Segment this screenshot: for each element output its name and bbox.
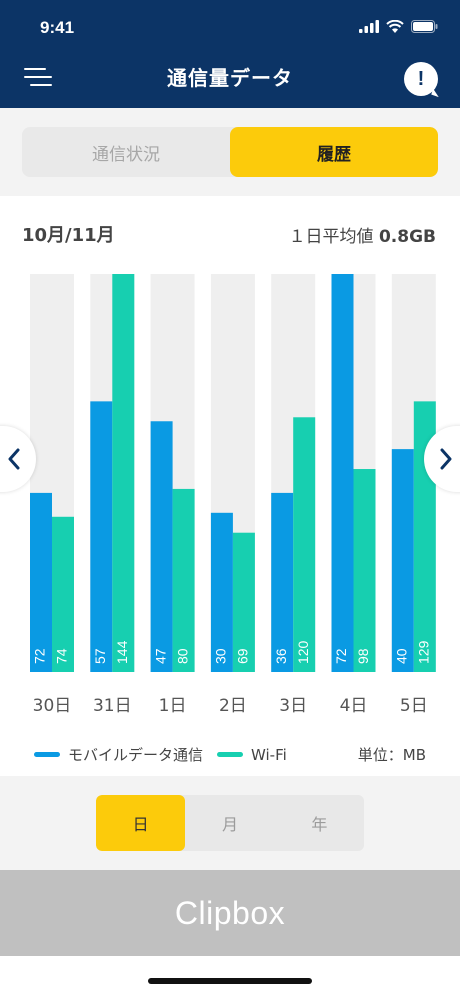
signal-icon [359, 20, 379, 33]
period-tab-month[interactable]: 月 [221, 815, 238, 834]
bar-value-label-mobile: 36 [273, 648, 289, 664]
bar-value-label-wifi: 120 [295, 640, 311, 664]
daily-average: １日平均値 0.8GB [289, 222, 436, 247]
tab-area: 通信状況 履歴 [0, 108, 460, 196]
bar-value-label-mobile: 72 [333, 648, 349, 664]
bar-wifi [52, 516, 74, 672]
bar-value-label-mobile: 72 [32, 648, 48, 664]
battery-icon [411, 20, 438, 33]
chevron-right-icon [440, 448, 452, 470]
bar-value-label-mobile: 40 [394, 648, 410, 664]
daily-average-value: 0.8GB [378, 227, 436, 247]
bar-value-label-wifi: 69 [235, 648, 251, 664]
page-title: 通信量データ [167, 66, 293, 90]
legend-item-mobile: モバイルデータ通信 [34, 744, 203, 765]
bar-wifi [112, 274, 135, 672]
tab-status[interactable]: 通信状況 [92, 144, 160, 165]
bar-wifi [293, 417, 316, 672]
period-tab-day[interactable]: 日 [96, 795, 186, 851]
x-tick-label: 30日 [33, 696, 72, 716]
tab-bar: 通信状況 履歴 [22, 127, 438, 177]
help-button[interactable]: ! [404, 62, 438, 96]
bar-value-label-mobile: 47 [152, 648, 168, 664]
bar-wifi [353, 469, 376, 672]
bar-mobile [30, 492, 52, 672]
legend-swatch-mobile [34, 752, 60, 757]
tab-history[interactable]: 履歴 [230, 127, 438, 177]
bar-wifi [232, 532, 255, 672]
bar-mobile [210, 512, 233, 672]
unit-label: 単位：MB [357, 746, 426, 764]
period-selector-area: 日 月 年 [0, 776, 460, 870]
ad-banner-text: Clipbox [174, 894, 286, 931]
x-tick-label: 2日 [219, 696, 247, 716]
legend-label-mobile: モバイルデータ通信 [68, 746, 204, 764]
bar-mobile [150, 421, 173, 672]
period-selector: 日 月 年 [96, 795, 364, 851]
chevron-left-icon [8, 448, 20, 470]
legend-swatch-wifi [217, 752, 244, 757]
bar-value-label-wifi: 74 [54, 648, 70, 664]
exclamation-icon: ! [417, 67, 425, 90]
bar-value-label-wifi: 98 [355, 648, 371, 664]
bar-value-label-mobile: 30 [213, 648, 229, 664]
x-tick-label: 31日 [93, 696, 132, 716]
x-tick-label: 3日 [279, 696, 307, 716]
menu-line [24, 68, 46, 70]
bar-value-label-mobile: 57 [92, 648, 108, 664]
legend-label-wifi: Wi-Fi [251, 745, 287, 764]
app-header: 9:41 通信量データ ! [0, 0, 460, 108]
home-indicator-area [0, 956, 460, 996]
bar-value-label-wifi: 80 [174, 648, 190, 664]
legend-item-wifi: Wi-Fi [217, 746, 287, 764]
bar-wifi [172, 488, 195, 672]
wifi-icon [386, 20, 404, 33]
bar-mobile [271, 492, 294, 672]
status-time: 9:41 [40, 18, 75, 37]
x-tick-label: 1日 [159, 696, 187, 716]
bar-value-label-wifi: 144 [114, 640, 130, 664]
status-icons [359, 20, 438, 33]
bar-mobile [391, 449, 414, 672]
period-label: 10月/11月 [22, 225, 115, 246]
period-tab-year[interactable]: 年 [311, 815, 328, 834]
bar-mobile [331, 274, 354, 672]
menu-line [24, 76, 52, 78]
x-tick-label: 5日 [400, 696, 428, 716]
home-indicator[interactable] [148, 978, 312, 984]
bar-value-label-wifi: 129 [416, 640, 432, 664]
usage-chart: 72 74 30日 57 144 31日 47 80 1日 30 69 2日 36 120 3日 72 98 4日… [30, 274, 436, 716]
menu-button[interactable] [24, 68, 54, 90]
ad-banner[interactable]: Clipbox [0, 870, 460, 956]
menu-line [30, 84, 52, 86]
bar-mobile [90, 401, 113, 672]
daily-average-label: １日平均値 [288, 227, 374, 247]
chart-legend: モバイルデータ通信 Wi-Fi [34, 744, 301, 765]
x-tick-label: 4日 [340, 696, 368, 716]
